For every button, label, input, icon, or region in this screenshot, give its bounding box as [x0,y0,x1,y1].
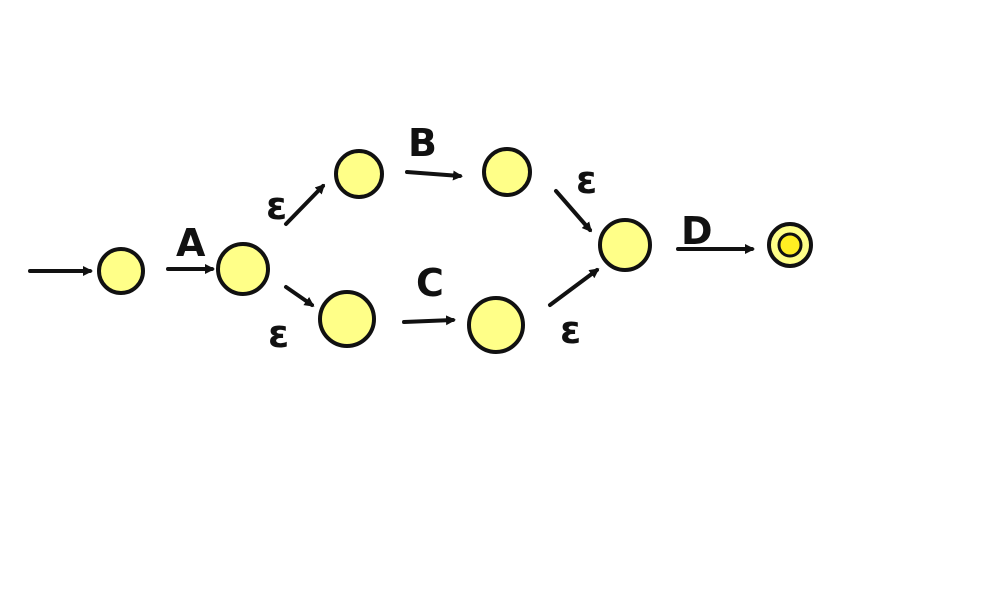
label-a: A [176,221,206,265]
label-eps-lower-in: ε [268,312,289,356]
state-s7-inner [777,232,803,258]
edge-b [405,170,463,181]
label-c: C [416,261,444,305]
state-s1 [216,242,270,296]
label-eps-upper-in: ε [266,184,287,228]
label-eps-lower-out: ε [560,308,581,352]
label-d: D [681,209,713,253]
edge-eps-upper-in [284,183,326,226]
state-s3 [482,147,532,197]
label-b: B [408,121,437,165]
edge-eps-lower-out [548,268,600,307]
edge-eps-lower-in [284,285,315,307]
label-eps-upper-out: ε [576,158,597,202]
state-s5 [467,296,525,354]
edge-c [402,315,456,326]
edge-eps-upper-out [554,189,592,233]
state-s2 [334,149,384,199]
state-s0 [97,247,145,295]
state-s4 [318,290,376,348]
state-s6 [598,218,652,272]
